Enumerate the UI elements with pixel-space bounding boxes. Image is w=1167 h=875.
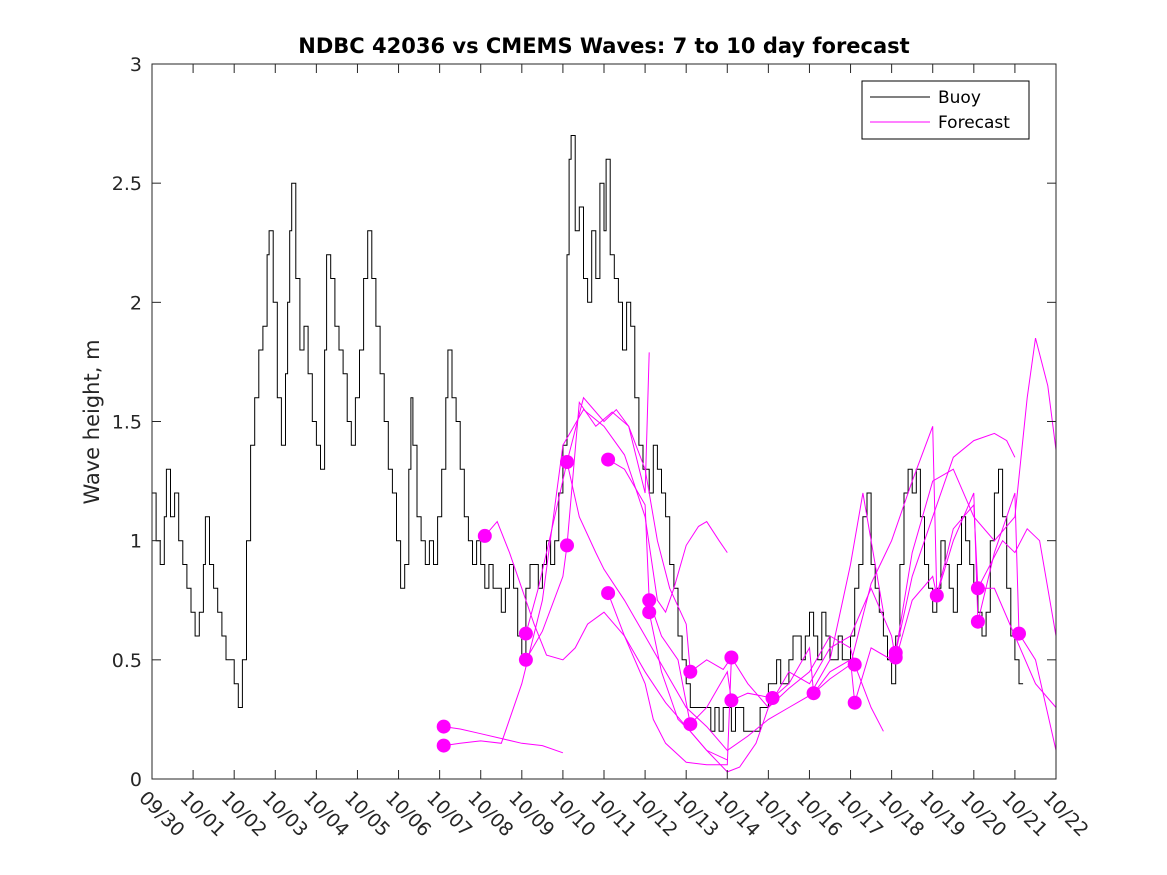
forecast-marker-7 bbox=[560, 538, 574, 553]
y-tick-label: 1 bbox=[130, 531, 142, 553]
forecast-marker-12 bbox=[683, 664, 698, 679]
forecast-marker-11 bbox=[642, 605, 657, 620]
forecast-marker-1 bbox=[436, 719, 451, 734]
y-tick-label: 0.5 bbox=[112, 650, 142, 672]
series-line-forecast-5 bbox=[525, 400, 732, 673]
forecast-marker-25 bbox=[1012, 626, 1026, 641]
forecast-marker-5 bbox=[518, 652, 533, 667]
forecast-marker-18 bbox=[847, 657, 862, 672]
y-tick-label: 1.5 bbox=[112, 412, 142, 434]
forecast-marker-6 bbox=[560, 455, 574, 469]
forecast-marker-9 bbox=[601, 586, 616, 601]
series-line-forecast-1 bbox=[443, 726, 564, 754]
forecast-marker-21 bbox=[888, 650, 903, 665]
y-tick-label: 0 bbox=[130, 769, 142, 791]
forecast-marker-13 bbox=[683, 717, 698, 732]
y-tick-label: 3 bbox=[130, 54, 142, 76]
forecast-marker-19 bbox=[847, 695, 862, 710]
forecast-marker-22 bbox=[929, 588, 944, 603]
y-tick-label: 2 bbox=[130, 292, 142, 314]
legend-box bbox=[861, 80, 1030, 140]
forecast-marker-14 bbox=[724, 650, 739, 665]
forecast-marker-2 bbox=[436, 738, 451, 753]
forecast-marker-8 bbox=[601, 452, 616, 467]
series-line-forecast-12 bbox=[977, 527, 1057, 637]
series-line-forecast-10 bbox=[813, 426, 1057, 751]
forecast-marker-16 bbox=[765, 691, 780, 705]
forecast-marker-24 bbox=[970, 614, 985, 629]
series-line-forecast-2 bbox=[443, 408, 728, 747]
forecast-marker-10 bbox=[642, 593, 657, 608]
forecast-marker-23 bbox=[970, 581, 985, 596]
forecast-marker-17 bbox=[806, 686, 821, 701]
forecast-marker-4 bbox=[518, 626, 533, 641]
legend-label-buoy: Buoy bbox=[938, 88, 981, 108]
forecast-marker-3 bbox=[477, 528, 492, 543]
series-line-forecast-7 bbox=[607, 432, 1016, 726]
series-line-buoy bbox=[152, 135, 1024, 732]
y-tick-label: 2.5 bbox=[112, 173, 142, 195]
series-line-forecast-8 bbox=[607, 592, 884, 766]
y-axis-label: Wave height, m bbox=[80, 339, 104, 504]
chart-title: NDBC 42036 vs CMEMS Waves: 7 to 10 day f… bbox=[298, 34, 909, 58]
series-line-forecast-4 bbox=[525, 352, 650, 634]
legend: Buoy Forecast bbox=[861, 80, 1030, 140]
series-line-forecast-6 bbox=[566, 461, 884, 752]
forecast-marker-15 bbox=[724, 693, 739, 708]
series-line-forecast-9 bbox=[648, 503, 1057, 773]
series-line-forecast-11 bbox=[895, 337, 1057, 653]
legend-label-forecast: Forecast bbox=[938, 113, 1010, 133]
